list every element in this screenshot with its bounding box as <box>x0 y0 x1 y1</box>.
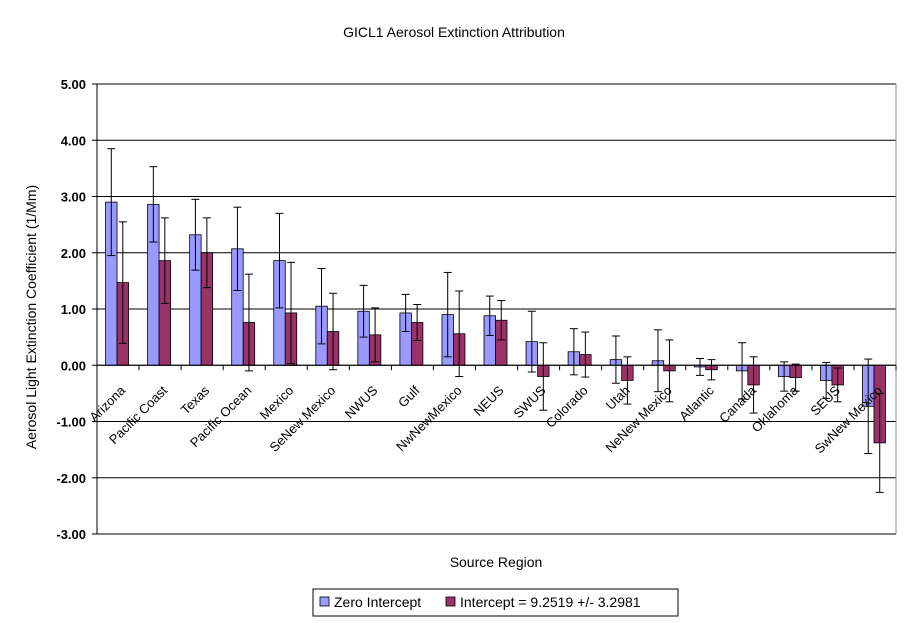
y-tick-label: 1.00 <box>61 302 86 317</box>
chart-title: GICL1 Aerosol Extinction Attribution <box>343 24 565 40</box>
y-axis-title: Aerosol Light Extinction Coefficient (1/… <box>23 185 39 449</box>
y-tick-label: 0.00 <box>61 358 86 373</box>
x-axis-title: Source Region <box>450 554 543 570</box>
x-tick-label-colorado: Colorado <box>543 383 591 431</box>
legend-swatch-zero-intercept <box>319 596 330 607</box>
x-tick-label-gulf: Gulf <box>395 382 423 410</box>
x-tick-label-neus: NEUS <box>470 383 506 419</box>
x-tick-label-arizona: Arizona <box>86 382 128 424</box>
y-tick-label: 5.00 <box>61 77 86 92</box>
y-tick-label: 3.00 <box>61 190 86 205</box>
x-tick-label-nwus: NWUS <box>342 383 381 422</box>
y-tick-label: 2.00 <box>61 246 86 261</box>
x-tick-label-oklahoma: Oklahoma <box>748 382 801 435</box>
plot-area <box>105 148 886 493</box>
y-tick-label: -1.00 <box>56 415 86 430</box>
legend-box <box>312 588 679 617</box>
legend: Zero Intercept Intercept = 9.2519 +/- 3.… <box>312 588 679 617</box>
x-tick-label-atlantic: Atlantic <box>676 382 717 423</box>
y-tick-label: -2.00 <box>56 471 86 486</box>
legend-label-zero-intercept: Zero Intercept <box>334 594 421 610</box>
x-tick-label-mexico: Mexico <box>257 383 297 423</box>
legend-label-intercept: Intercept = 9.2519 +/- 3.2981 <box>460 594 641 610</box>
x-tick-label-utah: Utah <box>603 383 633 413</box>
legend-swatch-intercept <box>445 596 456 607</box>
y-tick-label: 4.00 <box>61 133 86 148</box>
y-tick-label: -3.00 <box>56 527 86 542</box>
x-tick-label-texas: Texas <box>178 382 213 417</box>
